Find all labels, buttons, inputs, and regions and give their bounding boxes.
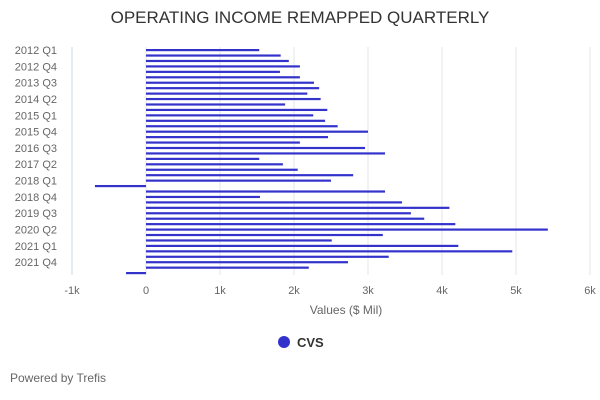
bar-2012-q3: [146, 59, 289, 63]
bar-2021-q4: [146, 261, 349, 264]
y-tick-label: 2018 Q4: [15, 192, 57, 204]
bar-2019-q1: [146, 201, 403, 204]
bar-2013-q1: [146, 70, 280, 73]
x-tick-label: 3k: [362, 285, 374, 297]
bar-2012-q2: [146, 54, 281, 57]
bar-2017-q3: [146, 168, 298, 171]
bar-2021-q1: [146, 244, 459, 248]
bar-2018-q2: [94, 184, 146, 188]
y-tick-label: 2018 Q1: [15, 176, 57, 188]
bar-2018-q3: [146, 190, 386, 193]
bar-2021-q2: [146, 250, 513, 253]
bar-2018-q4: [146, 195, 260, 199]
bar-2017-q1: [146, 157, 260, 160]
bar-2016-q3: [146, 146, 366, 150]
bar-2013-q2: [146, 76, 300, 79]
y-tick-label: 2020 Q2: [15, 224, 57, 236]
bar-2020-q1: [146, 223, 456, 226]
x-tick-label: 6k: [584, 285, 596, 297]
x-tick-label: 5k: [510, 285, 522, 297]
legend-marker: [278, 336, 290, 348]
bar-2016-q2: [146, 141, 300, 144]
bar-2013-q4: [146, 87, 320, 90]
x-tick-label: 4k: [436, 285, 448, 297]
powered-by-footer[interactable]: Powered by Trefis: [10, 371, 107, 385]
bar-2014-q3: [146, 103, 286, 106]
bar-2019-q3: [146, 212, 411, 215]
y-tick-label: 2015 Q1: [15, 110, 57, 122]
y-tick-label: 2017 Q2: [15, 159, 57, 171]
bar-2014-q1: [146, 92, 308, 95]
chart-title: OPERATING INCOME REMAPPED QUARTERLY: [110, 8, 490, 27]
y-tick-label: 2012 Q1: [15, 45, 57, 57]
bar-2022-q1: [146, 266, 309, 269]
y-tick-label: 2015 Q4: [15, 127, 57, 139]
y-tick-label: 2014 Q2: [15, 94, 57, 106]
bar-2016-q4: [146, 152, 386, 155]
bar-2020-q3: [146, 233, 383, 237]
bar-2014-q4: [146, 108, 328, 112]
y-tick-label: 2012 Q4: [15, 61, 57, 73]
bar-2017-q2: [146, 163, 283, 166]
bar-2016-q1: [146, 136, 329, 139]
x-tick-label: 0: [143, 285, 149, 297]
bar-2018-q1: [146, 179, 331, 182]
bar-2021-q3: [146, 255, 389, 258]
y-tick-label: 2013 Q3: [15, 78, 57, 90]
bar-2020-q2: [146, 228, 548, 231]
bar-2012-q1: [146, 49, 260, 52]
bar-2017-q4: [146, 174, 354, 177]
bar-2019-q4: [146, 217, 425, 220]
bar-2013-q3: [146, 81, 314, 84]
bar-2020-q4: [146, 239, 332, 242]
x-tick-label: 2k: [288, 285, 300, 297]
bar-2022-q2: [126, 272, 146, 275]
x-axis-label: Values ($ Mil): [310, 303, 382, 317]
bar-2015-q4: [146, 130, 368, 133]
bar-2014-q2: [146, 97, 321, 101]
y-tick-label: 2021 Q1: [15, 241, 57, 253]
y-tick-label: 2021 Q4: [15, 257, 57, 269]
x-tick-label: 1k: [214, 285, 226, 297]
bar-2019-q2: [146, 206, 450, 209]
bar-2015-q2: [146, 119, 326, 122]
bar-2015-q3: [146, 125, 338, 128]
legend-label: CVS: [297, 335, 324, 350]
y-tick-label: 2019 Q3: [15, 208, 57, 220]
bar-2012-q4: [146, 65, 300, 68]
y-tick-label: 2016 Q3: [15, 143, 57, 155]
x-tick-label: -1k: [64, 285, 80, 297]
bar-2015-q1: [146, 114, 314, 117]
